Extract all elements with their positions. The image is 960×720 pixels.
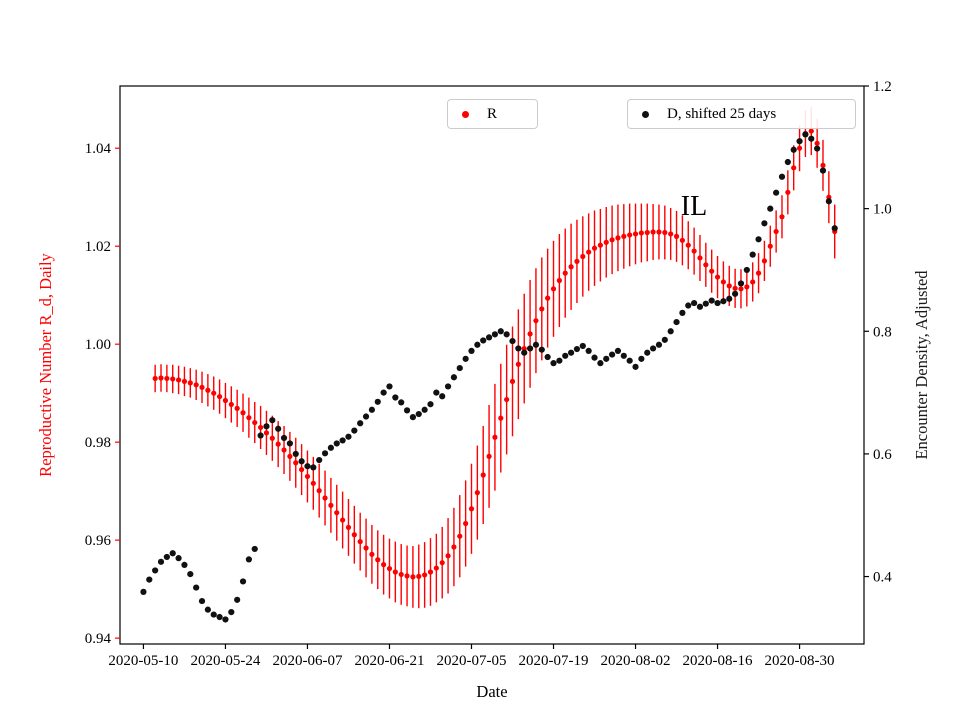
svg-text:1.02: 1.02 [85, 239, 111, 255]
svg-text:2020-07-05: 2020-07-05 [436, 653, 506, 669]
svg-text:0.4: 0.4 [873, 570, 892, 586]
svg-text:0.98: 0.98 [85, 435, 111, 451]
y-axis-label-left: Reproductive Number R_d, Daily [36, 253, 55, 477]
svg-text:2020-05-10: 2020-05-10 [108, 653, 178, 669]
svg-text:0.96: 0.96 [85, 533, 112, 549]
r-series-marker-icon [462, 110, 469, 118]
svg-text:2020-05-24: 2020-05-24 [190, 653, 260, 669]
svg-text:2020-08-02: 2020-08-02 [601, 653, 671, 669]
legend-r: R [447, 99, 538, 129]
svg-text:0.8: 0.8 [873, 324, 892, 340]
x-axis-label: Date [476, 682, 508, 701]
svg-text:1.00: 1.00 [85, 337, 111, 353]
legend-d-label: D, shifted 25 days [667, 105, 777, 122]
svg-text:1.2: 1.2 [873, 79, 892, 95]
svg-text:2020-07-19: 2020-07-19 [519, 653, 589, 669]
svg-text:2020-06-21: 2020-06-21 [354, 653, 424, 669]
svg-text:2020-06-07: 2020-06-07 [272, 653, 342, 669]
svg-text:0.94: 0.94 [85, 631, 112, 647]
svg-text:1.0: 1.0 [873, 202, 892, 218]
d-series-marker-icon [642, 110, 649, 118]
state-annotation: IL [680, 191, 708, 222]
svg-text:2020-08-16: 2020-08-16 [683, 653, 753, 669]
legend-d: D, shifted 25 days [627, 99, 856, 129]
svg-text:0.6: 0.6 [873, 447, 892, 463]
svg-text:1.04: 1.04 [85, 141, 112, 157]
legend-r-label: R [487, 105, 498, 122]
y-axis-label-right: Encounter Density, Adjusted [912, 270, 931, 460]
svg-text:2020-08-30: 2020-08-30 [765, 653, 835, 669]
